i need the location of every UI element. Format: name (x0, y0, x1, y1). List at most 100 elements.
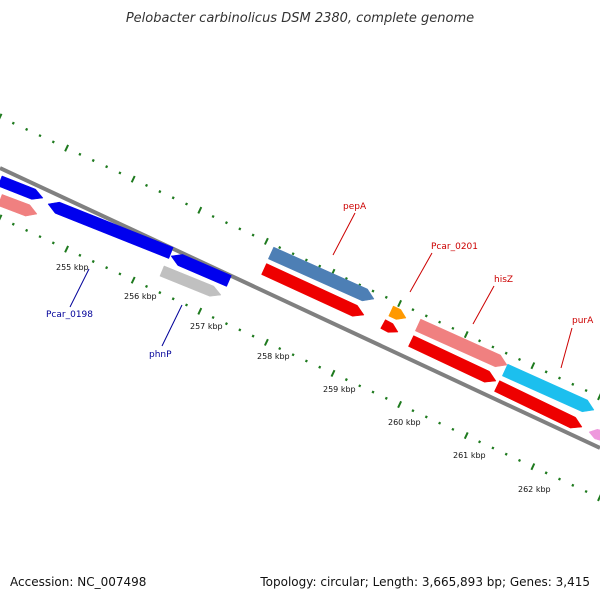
outer-ruler-tick (597, 393, 600, 401)
outer-ruler-tick (318, 264, 322, 268)
outer-ruler-tick (171, 196, 175, 200)
outer-ruler-tick (571, 382, 575, 386)
inner-ruler-tick (224, 322, 228, 326)
ruler-label-256: 256 kbp (124, 292, 157, 301)
inner-ruler-tick (11, 222, 15, 226)
inner-ruler-tick (291, 353, 295, 357)
inner-ruler-tick (463, 431, 469, 440)
inner-ruler-tick (478, 440, 482, 444)
inner-ruler-tick (544, 471, 548, 475)
outer-ruler-tick (197, 206, 203, 214)
feature-pcar0201-red[interactable] (380, 319, 399, 333)
outer-ruler-tick (397, 299, 403, 308)
feature-purA-red[interactable] (494, 380, 583, 429)
genome-summary-text: Topology: circular; Length: 3,665,893 bp… (259, 575, 590, 589)
inner-ruler-tick (330, 369, 336, 378)
outer-ruler-tick (438, 320, 442, 324)
ruler-label-259: 259 kbp (323, 385, 356, 394)
outer-ruler-tick (544, 370, 548, 374)
inner-ruler-tick (518, 458, 521, 462)
feature-pcar0201-orange[interactable] (388, 305, 407, 320)
inner-ruler-tick (411, 409, 415, 413)
feature-pepA-red[interactable] (261, 263, 365, 317)
inner-ruler-tick (251, 334, 255, 338)
outer-ruler-tick (130, 175, 136, 183)
leader-hisZ (472, 285, 495, 325)
inner-ruler-tick (171, 297, 175, 301)
gene-label-pcar0201[interactable]: Pcar_0201 (431, 242, 478, 252)
outer-ruler-tick (451, 326, 455, 330)
gene-label-purA[interactable]: purA (572, 316, 594, 326)
feature-hisZ-red[interactable] (408, 335, 497, 383)
feature-reverse-pink-1[interactable] (0, 194, 38, 217)
inner-ruler-tick (358, 384, 362, 388)
inner-ruler-tick (51, 241, 55, 245)
inner-ruler-tick (144, 284, 149, 288)
leader-purA (560, 327, 573, 369)
ruler-labels: 255 kbp 256 kbp 257 kbp 258 kbp 259 kbp … (56, 263, 551, 494)
outer-ruler-tick (38, 134, 42, 138)
inner-ruler-tick (344, 378, 348, 382)
inner-ruler-tick (91, 259, 95, 264)
gene-label-hisZ[interactable]: hisZ (494, 275, 513, 285)
feature-reverse-blue-2[interactable] (47, 201, 174, 259)
feature-purA-cyan[interactable] (501, 363, 595, 413)
ruler-label-260: 260 kbp (388, 418, 421, 427)
gene-label-pepA[interactable]: pepA (343, 202, 367, 212)
inner-ruler-tick (584, 489, 588, 494)
inner-ruler-tick (424, 415, 428, 419)
inner-ruler-tick (530, 463, 536, 471)
gene-labels: pepA Pcar_0201 hisZ purA Pcar_0198 phnP (46, 202, 594, 360)
outer-ruler-tick (491, 345, 495, 349)
inner-ruler-tick (304, 359, 308, 363)
inner-ruler-tick (25, 228, 29, 232)
outer-ruler-tick (11, 121, 15, 125)
outer-ruler-tick (263, 237, 269, 245)
outer-ruler-tick (105, 165, 109, 169)
inner-ruler-tick (397, 400, 403, 409)
outer-ruler-tick (463, 330, 469, 339)
inner-ruler-tick (571, 483, 575, 487)
backbone-line (0, 166, 600, 450)
feature-reverse-blue-1[interactable] (0, 175, 44, 200)
gene-label-pcar0198[interactable]: Pcar_0198 (46, 310, 93, 320)
inner-ruler-tick (451, 427, 455, 431)
map-title: Pelobacter carbinolicus DSM 2380, comple… (126, 11, 474, 26)
inner-ruler-tick (184, 303, 189, 307)
outer-ruler-tick (25, 127, 29, 131)
outer-ruler-tick (184, 202, 189, 206)
inner-ruler-tick (557, 477, 562, 481)
inner-ruler-tick (597, 494, 600, 502)
outer-ruler-tick (530, 362, 536, 370)
leader-pcar0201 (409, 252, 433, 293)
inner-ruler-tick (278, 347, 282, 351)
feature-hisZ-pink[interactable] (414, 318, 508, 368)
feature-pepA-steelblue[interactable] (267, 246, 375, 302)
outer-ruler-tick (51, 140, 55, 144)
inner-ruler-tick (491, 446, 495, 450)
ruler-label-255: 255 kbp (56, 263, 89, 272)
tick-marks (0, 113, 600, 502)
feature-reverse-grey[interactable] (159, 265, 222, 297)
inner-ruler-tick (78, 253, 82, 257)
leader-phnP (161, 304, 183, 347)
outer-ruler-tick (518, 357, 521, 361)
feature-reverse-blue-3[interactable] (170, 254, 232, 287)
outer-ruler-tick (424, 314, 428, 318)
leader-pcar0198 (69, 268, 90, 308)
leader-pepA (332, 212, 356, 256)
inner-ruler-tick (318, 365, 322, 369)
inner-ruler-tick (438, 421, 442, 425)
ruler-label-257: 257 kbp (190, 322, 223, 331)
outer-ruler-tick (291, 252, 295, 256)
outer-ruler-tick (411, 308, 415, 312)
inner-ruler-tick (197, 307, 203, 315)
gene-label-leaders (69, 212, 573, 369)
feature-edge-pink[interactable] (588, 428, 600, 441)
accession-text: Accession: NC_007498 (10, 575, 146, 589)
outer-ruler-tick (224, 221, 228, 225)
inner-ruler-tick (105, 266, 109, 270)
gene-label-phnP[interactable]: phnP (149, 350, 172, 360)
outer-ruler-tick (144, 183, 149, 187)
outer-ruler-tick (278, 246, 282, 250)
